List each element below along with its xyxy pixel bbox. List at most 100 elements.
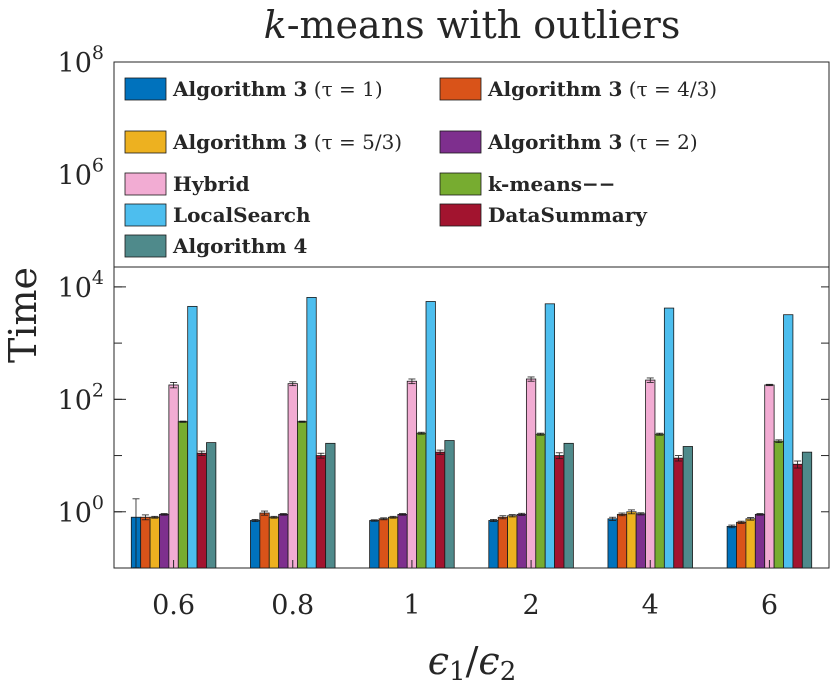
bar — [369, 520, 380, 569]
bar — [168, 384, 179, 569]
bar — [654, 433, 665, 569]
legend-swatch — [439, 203, 482, 227]
legend-swatch — [124, 172, 167, 196]
legend-item: Algorithm 4 — [124, 234, 307, 258]
legend-label: k-means−− — [488, 172, 616, 196]
bar — [488, 520, 499, 569]
x-axis-label: ϵ1/ϵ2 — [428, 639, 517, 684]
legend-swatch — [124, 130, 167, 154]
bar — [626, 511, 637, 569]
x-tick-label: 4 — [642, 590, 659, 621]
legend-swatch — [439, 77, 482, 101]
series-algorithm-4 — [206, 440, 813, 569]
bar — [497, 516, 508, 569]
x-tick-label: 2 — [522, 590, 539, 621]
x-axis-ticks: 0.6 0.8 1 2 4 6 — [152, 560, 778, 621]
bar — [388, 516, 399, 569]
bar — [635, 513, 646, 569]
bar — [149, 516, 160, 569]
series-localsearch — [187, 297, 794, 569]
y-tick-label: 106 — [58, 154, 104, 191]
bar — [764, 384, 775, 569]
bar — [663, 307, 675, 569]
bar — [278, 513, 289, 569]
bar — [259, 512, 270, 569]
y-axis-label: Time — [1, 267, 45, 363]
chart-title: k-means with outliers — [264, 3, 681, 47]
bar — [673, 457, 684, 569]
bar — [792, 463, 803, 569]
legend-label: LocalSearch — [173, 203, 311, 227]
y-tick-label: 104 — [58, 267, 104, 304]
legend-label: Algorithm 4 — [172, 234, 307, 258]
bar — [378, 518, 389, 569]
bar — [315, 455, 327, 569]
bar — [783, 314, 794, 569]
bar — [801, 451, 813, 569]
x-tick-label: 6 — [761, 590, 778, 621]
legend-label: Algorithm 3 (τ = 5/3) — [172, 130, 402, 154]
y-axis-ticks: 100 102 104 106 108 — [58, 42, 829, 569]
bar — [754, 513, 766, 569]
x-tick-label: 0.6 — [152, 590, 195, 621]
legend-swatch — [439, 130, 482, 154]
legend-item: Algorithm 3 (τ = 1) — [124, 77, 383, 101]
legend-label: Hybrid — [173, 172, 250, 196]
bar — [196, 452, 207, 569]
bar — [616, 513, 628, 569]
bar — [250, 520, 261, 569]
legend-swatch — [439, 172, 482, 196]
legend-item: DataSummary — [439, 203, 648, 227]
bar — [187, 305, 198, 569]
bar — [516, 513, 527, 569]
bar — [416, 432, 427, 569]
series-datasummary — [196, 449, 803, 569]
bar — [563, 442, 574, 569]
plot-area — [113, 61, 830, 569]
bar — [177, 421, 189, 569]
legend: Algorithm 3 (τ = 1) Algorithm 3 (τ = 4/3)… — [113, 61, 830, 268]
bar — [507, 515, 518, 569]
bar — [297, 421, 308, 569]
bar — [525, 378, 537, 569]
x-tick-label: 0.8 — [271, 590, 314, 621]
bar — [306, 297, 317, 569]
bar — [535, 433, 546, 569]
series-algorithm-3-1 — [130, 498, 737, 569]
bar — [645, 379, 656, 569]
bar — [736, 521, 747, 569]
x-axis-label-text: ϵ1/ϵ2 — [428, 639, 517, 684]
bar — [444, 440, 455, 569]
bar — [544, 303, 555, 569]
legend-item: Algorithm 3 (τ = 2) — [439, 130, 698, 154]
legend-item: LocalSearch — [124, 203, 311, 227]
bar — [406, 380, 418, 569]
bar — [397, 513, 408, 569]
legend-swatch — [124, 203, 167, 227]
legend-label: Algorithm 3 (τ = 2) — [487, 130, 698, 154]
bar — [287, 383, 298, 569]
bar — [140, 516, 151, 569]
legend-label: DataSummary — [488, 203, 648, 227]
bar — [268, 516, 280, 569]
bar — [682, 446, 693, 569]
legend-swatch — [124, 77, 167, 101]
y-tick-label: 100 — [58, 492, 104, 529]
bar — [607, 518, 618, 569]
bar — [745, 518, 756, 569]
bar — [425, 301, 436, 569]
legend-item: Algorithm 3 (τ = 4/3) — [439, 77, 717, 101]
legend-item: Hybrid — [124, 172, 250, 196]
legend-item: Algorithm 3 (τ = 5/3) — [124, 130, 402, 154]
bar — [435, 451, 446, 569]
legend-label: Algorithm 3 (τ = 4/3) — [487, 77, 717, 101]
bar — [773, 440, 784, 569]
y-tick-label: 102 — [58, 379, 104, 416]
bar — [206, 442, 217, 569]
bar — [726, 525, 737, 569]
legend-swatch — [124, 234, 167, 258]
bar — [159, 513, 170, 569]
legend-item: k-means−− — [439, 172, 616, 196]
bar — [325, 442, 336, 569]
